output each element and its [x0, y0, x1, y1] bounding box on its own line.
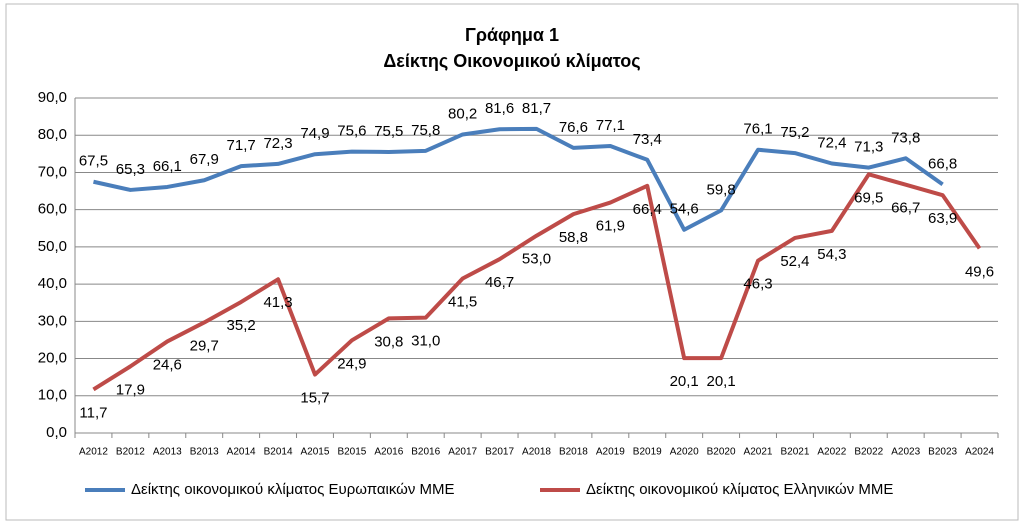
y-tick-label: 40,0	[38, 275, 67, 292]
data-label: 35,2	[227, 317, 256, 334]
data-label: 77,1	[596, 117, 625, 134]
x-tick-label: B2014	[264, 447, 293, 458]
y-tick-label: 90,0	[38, 89, 67, 106]
data-label: 63,9	[928, 210, 957, 227]
x-tick-label: A2022	[817, 447, 846, 458]
y-tick-label: 60,0	[38, 201, 67, 218]
data-label: 80,2	[448, 105, 477, 122]
legend-label: Δείκτης οικονομικού κλίματος Ελληνικών Μ…	[586, 481, 893, 498]
data-label: 24,9	[337, 355, 366, 372]
x-tick-label: B2016	[411, 447, 440, 458]
data-label: 30,8	[374, 333, 403, 350]
data-label: 46,7	[485, 274, 514, 291]
chart-title: Γράφημα 1	[465, 25, 559, 45]
data-label: 76,6	[559, 119, 588, 136]
data-label: 72,4	[817, 134, 846, 151]
x-tick-label: B2022	[854, 447, 883, 458]
data-label: 66,7	[891, 200, 920, 217]
x-tick-label: B2012	[116, 447, 145, 458]
data-label: 66,4	[633, 201, 662, 218]
data-label: 49,6	[965, 263, 994, 280]
data-label: 54,3	[817, 246, 846, 263]
x-tick-label: B2021	[780, 447, 809, 458]
y-tick-label: 30,0	[38, 312, 67, 329]
x-tick-label: A2014	[227, 447, 256, 458]
series-line	[92, 172, 982, 392]
x-tick-label: A2016	[374, 447, 403, 458]
data-label: 53,0	[522, 251, 551, 268]
chart-subtitle: Δείκτης Οικονομικού κλίματος	[383, 51, 640, 71]
data-label: 24,6	[153, 356, 182, 373]
data-label: 58,8	[559, 229, 588, 246]
x-tick-label: B2013	[190, 447, 219, 458]
data-label: 15,7	[300, 390, 329, 407]
data-label: 73,4	[633, 131, 662, 148]
chart-frame	[5, 3, 1019, 521]
data-label: 41,3	[263, 294, 292, 311]
data-label: 74,9	[300, 125, 329, 142]
data-label: 76,1	[743, 121, 772, 138]
data-label: 71,3	[854, 139, 883, 156]
data-label: 67,5	[79, 153, 108, 170]
series-line	[93, 126, 944, 232]
y-tick-label: 10,0	[38, 387, 67, 404]
data-label: 69,5	[854, 189, 883, 206]
data-label: 72,3	[263, 135, 292, 152]
y-tick-label: 80,0	[38, 126, 67, 143]
data-label: 75,6	[337, 123, 366, 140]
x-tick-label: B2019	[633, 447, 662, 458]
data-label: 59,8	[706, 181, 735, 198]
data-label: 67,9	[190, 151, 219, 168]
x-tick-label: A2015	[301, 447, 330, 458]
y-tick-label: 0,0	[46, 424, 67, 441]
data-label: 71,7	[227, 137, 256, 154]
data-label: 61,9	[596, 218, 625, 235]
y-tick-label: 50,0	[38, 238, 67, 255]
x-tick-label: A2017	[448, 447, 477, 458]
x-tick-label: A2021	[744, 447, 773, 458]
data-label: 20,1	[670, 373, 699, 390]
x-tick-label: A2020	[670, 447, 699, 458]
data-label: 66,1	[153, 158, 182, 175]
x-tick-label: A2024	[965, 447, 994, 458]
x-tick-label: A2012	[79, 447, 108, 458]
data-label: 54,6	[670, 201, 699, 218]
data-label: 81,7	[522, 100, 551, 117]
data-label: 29,7	[190, 337, 219, 354]
data-label: 20,1	[706, 373, 735, 390]
data-label: 46,3	[743, 276, 772, 293]
data-label: 31,0	[411, 333, 440, 350]
legend-label: Δείκτης οικονομικού κλίματος Ευρωπαικών …	[131, 481, 455, 498]
data-label: 65,3	[116, 161, 145, 178]
x-tick-label: A2013	[153, 447, 182, 458]
x-tick-label: A2018	[522, 447, 551, 458]
data-label: 11,7	[79, 404, 107, 421]
x-tick-label: B2017	[485, 447, 514, 458]
y-tick-label: 20,0	[38, 350, 67, 367]
data-label: 75,5	[374, 123, 403, 140]
x-tick-label: B2015	[337, 447, 366, 458]
data-label: 81,6	[485, 100, 514, 117]
x-tick-label: B2020	[707, 447, 736, 458]
data-label: 73,8	[891, 129, 920, 146]
data-label: 41,5	[448, 293, 477, 310]
data-label: 75,2	[780, 124, 809, 141]
data-label: 66,8	[928, 155, 957, 172]
x-tick-label: A2023	[891, 447, 920, 458]
data-label: 52,4	[780, 253, 809, 270]
data-label: 75,8	[411, 122, 440, 139]
data-label: 17,9	[116, 381, 145, 398]
x-tick-label: B2018	[559, 447, 588, 458]
y-tick-label: 70,0	[38, 163, 67, 180]
x-tick-label: B2023	[928, 447, 957, 458]
x-tick-label: A2019	[596, 447, 625, 458]
